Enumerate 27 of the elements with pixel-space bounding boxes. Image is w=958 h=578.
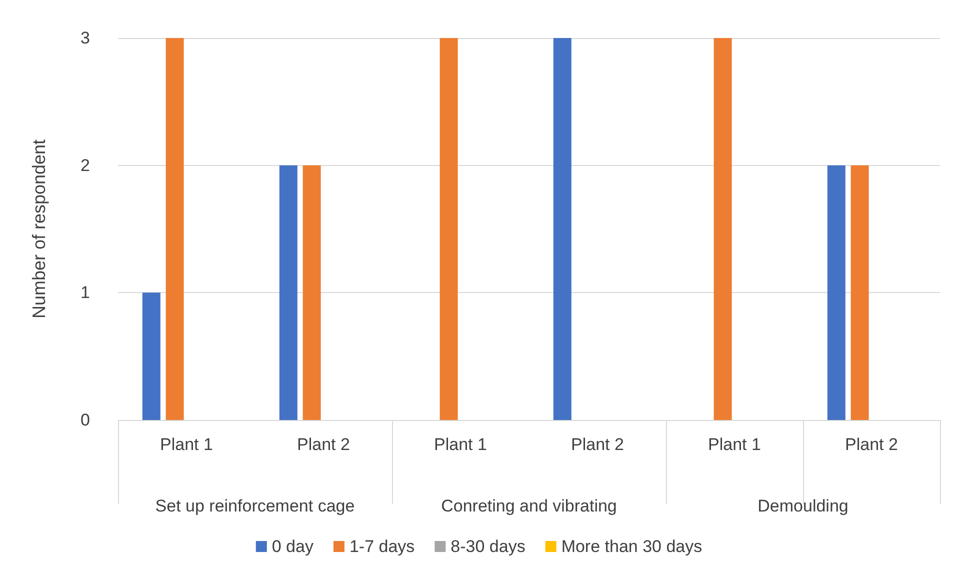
x-tick-label: Plant 2 (845, 435, 898, 454)
x-tick-label: Plant 1 (160, 435, 213, 454)
y-tick-label: 1 (80, 283, 90, 302)
legend-label: 8-30 days (450, 537, 526, 556)
x-tick-label: Plant 1 (708, 435, 761, 454)
bar (440, 38, 458, 420)
y-tick-label: 0 (80, 410, 90, 430)
text: Conreting and vibrating (441, 496, 617, 516)
y-axis-title: Number of respondent (29, 139, 49, 319)
bar (850, 165, 869, 420)
y-tick-label: 2 (80, 156, 90, 175)
x-tick-label: Plant 1 (434, 435, 487, 454)
legend-label: 0 day (272, 537, 314, 556)
x-tick-label: Plant 2 (297, 435, 350, 454)
bar (553, 38, 572, 420)
bar (279, 165, 298, 420)
y-tick-label: 3 (80, 28, 90, 48)
text: Set up reinforcement cage (155, 496, 355, 516)
x-tick-label: Plant 2 (571, 435, 624, 454)
legend-label: More than 30 days (561, 537, 702, 556)
bar (142, 292, 160, 420)
bar (714, 38, 732, 420)
text: Demoulding (758, 496, 848, 516)
bar (827, 165, 846, 420)
bar (302, 165, 321, 420)
bar (166, 38, 184, 420)
legend-label: 1-7 days (349, 537, 415, 556)
